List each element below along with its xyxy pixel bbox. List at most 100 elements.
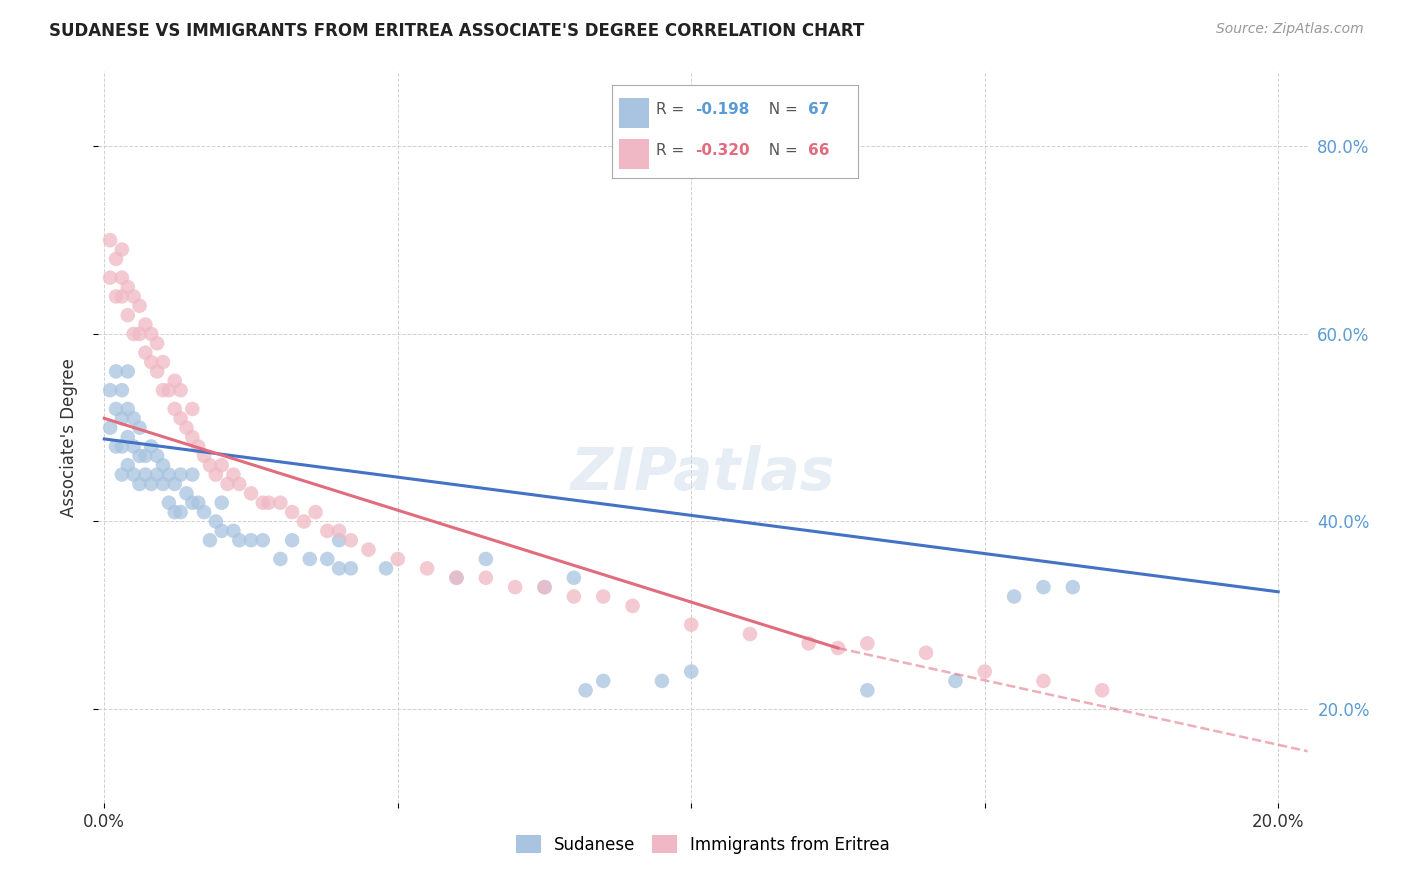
Point [141, 326, 163, 341]
Point [146, 364, 169, 378]
Point [146, 467, 169, 482]
Point [240, 533, 263, 548]
Point [152, 458, 174, 473]
Text: 67: 67 [808, 102, 830, 117]
Text: N =: N = [759, 102, 803, 117]
Point [111, 243, 134, 257]
Point [98, 420, 121, 434]
Point [117, 364, 139, 378]
Point [111, 289, 134, 303]
Text: -0.320: -0.320 [696, 143, 749, 158]
Point [181, 467, 204, 482]
Point [856, 636, 879, 650]
Point [152, 477, 174, 491]
Point [856, 683, 879, 698]
Point [157, 467, 180, 482]
Point [105, 289, 128, 303]
Point [503, 580, 526, 594]
Point [169, 467, 191, 482]
Point [228, 533, 250, 548]
Point [1032, 580, 1054, 594]
Point [146, 336, 169, 351]
Point [446, 571, 468, 585]
Point [122, 289, 145, 303]
Point [328, 524, 350, 538]
Point [269, 552, 291, 566]
Point [651, 673, 673, 688]
Point [98, 270, 121, 285]
Point [681, 665, 703, 679]
Point [117, 280, 139, 294]
Point [181, 430, 204, 444]
Point [122, 467, 145, 482]
Point [134, 449, 156, 463]
Point [122, 411, 145, 425]
Point [117, 308, 139, 322]
Point [316, 524, 339, 538]
Point [375, 561, 398, 575]
Point [187, 496, 209, 510]
Point [111, 383, 134, 397]
Point [163, 374, 186, 388]
Point [475, 571, 498, 585]
Point [98, 233, 121, 247]
Point [298, 552, 321, 566]
Legend: Sudanese, Immigrants from Eritrea: Sudanese, Immigrants from Eritrea [509, 829, 897, 860]
Point [340, 561, 363, 575]
Point [211, 496, 233, 510]
Point [222, 467, 245, 482]
Point [592, 590, 614, 604]
Point [163, 505, 186, 519]
Point [128, 477, 150, 491]
Point [1091, 683, 1114, 698]
Point [281, 533, 304, 548]
Point [945, 673, 967, 688]
Text: -0.198: -0.198 [696, 102, 749, 117]
Point [105, 440, 128, 454]
Point [416, 561, 439, 575]
Point [141, 355, 163, 369]
Point [357, 542, 380, 557]
Point [738, 627, 761, 641]
Point [193, 449, 215, 463]
Point [533, 580, 555, 594]
Point [157, 383, 180, 397]
Point [211, 458, 233, 473]
Point [269, 496, 291, 510]
Point [252, 496, 274, 510]
Point [111, 440, 134, 454]
Point [1062, 580, 1084, 594]
Point [621, 599, 644, 613]
Text: R =: R = [655, 102, 689, 117]
Point [797, 636, 820, 650]
Point [193, 505, 215, 519]
Point [111, 270, 134, 285]
Text: Source: ZipAtlas.com: Source: ZipAtlas.com [1216, 22, 1364, 37]
Point [157, 496, 180, 510]
Point [387, 552, 409, 566]
Point [128, 420, 150, 434]
Point [122, 326, 145, 341]
Point [827, 641, 849, 656]
Point [134, 345, 156, 359]
Point [328, 561, 350, 575]
Point [181, 401, 204, 416]
Point [292, 515, 315, 529]
Point [105, 364, 128, 378]
Point [228, 477, 250, 491]
Point [181, 496, 204, 510]
Point [204, 515, 226, 529]
Point [117, 458, 139, 473]
Point [105, 252, 128, 266]
Text: SUDANESE VS IMMIGRANTS FROM ERITREA ASSOCIATE'S DEGREE CORRELATION CHART: SUDANESE VS IMMIGRANTS FROM ERITREA ASSO… [49, 22, 865, 40]
Point [304, 505, 326, 519]
Point [973, 665, 995, 679]
Point [340, 533, 363, 548]
Point [176, 420, 198, 434]
Point [198, 533, 221, 548]
Point [198, 458, 221, 473]
Point [169, 411, 191, 425]
Text: R =: R = [655, 143, 689, 158]
Point [562, 571, 585, 585]
Bar [619, 139, 648, 169]
